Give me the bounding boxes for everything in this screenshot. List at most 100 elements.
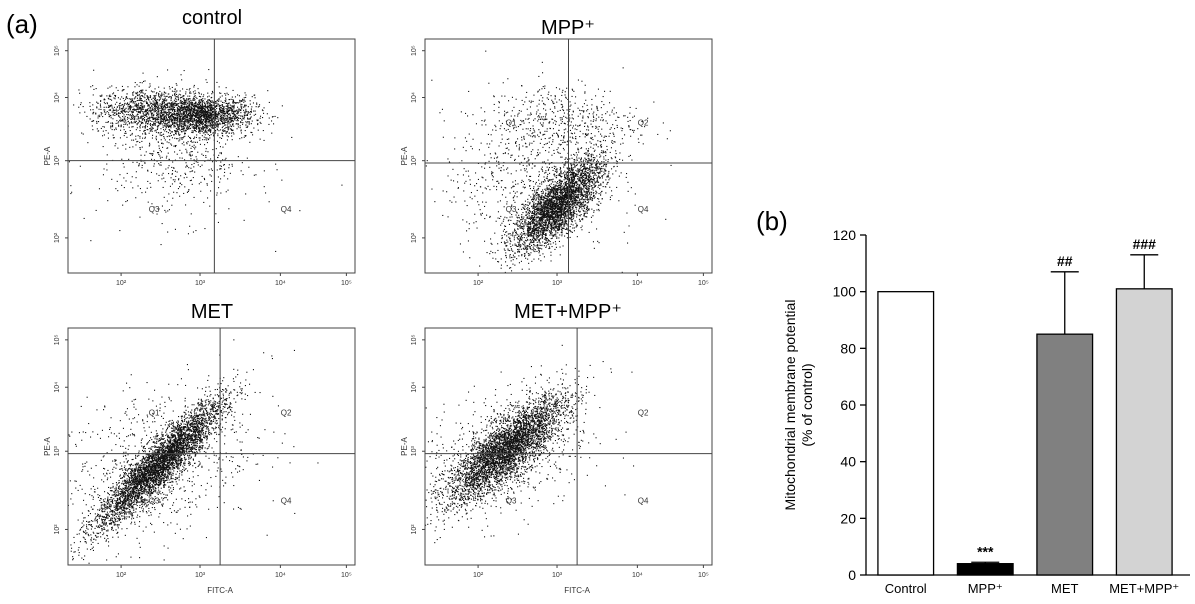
flow-dot <box>205 137 207 139</box>
flow-dot <box>204 139 206 141</box>
flow-dot <box>271 116 273 118</box>
flow-dot <box>199 130 201 132</box>
flow-dot <box>133 116 135 118</box>
flow-dot <box>548 187 550 189</box>
flow-dot <box>131 126 133 128</box>
flow-dot <box>178 126 180 128</box>
flow-dot <box>197 124 199 126</box>
flow-dot <box>212 122 214 124</box>
flow-dot <box>242 117 244 119</box>
flow-dot <box>168 116 170 118</box>
flow-dot <box>585 176 587 178</box>
flow-dot <box>128 106 130 108</box>
flow-dot <box>159 132 161 134</box>
flow-dot <box>138 163 140 165</box>
flow-dot <box>171 105 173 107</box>
flow-dot <box>225 126 227 128</box>
flow-dot <box>188 113 190 115</box>
flow-dot <box>195 92 197 94</box>
flow-dot <box>155 129 157 131</box>
flow-dot <box>114 114 116 116</box>
flow-dot <box>124 102 126 104</box>
flow-dot <box>505 257 507 259</box>
flow-dot <box>122 110 124 112</box>
flow-dot <box>228 132 230 134</box>
flow-dot <box>545 237 547 239</box>
flow-dot <box>572 169 574 171</box>
flow-dot <box>528 262 530 264</box>
flow-dot <box>199 116 201 118</box>
flow-dot <box>178 128 180 130</box>
flow-dot <box>179 195 181 197</box>
flow-dot <box>153 206 155 208</box>
flow-dot <box>199 166 201 168</box>
flow-dot <box>150 186 152 188</box>
flow-dot <box>116 101 118 103</box>
flow-dot <box>246 114 248 116</box>
flow-dot <box>509 239 511 241</box>
flow-dot <box>216 99 218 101</box>
flow-dot <box>112 123 114 125</box>
flow-dot <box>137 135 139 137</box>
flow-dot <box>557 205 559 207</box>
flow-dot <box>232 89 234 91</box>
flow-dot <box>136 93 138 95</box>
flow-dot <box>217 103 219 105</box>
flow-dot <box>549 190 551 192</box>
flow-dot <box>151 158 153 160</box>
flow-dot <box>211 105 213 107</box>
flow-dot <box>204 119 206 121</box>
flow-dot <box>207 106 209 108</box>
flow-dot <box>503 241 505 243</box>
flow-dot <box>173 134 175 136</box>
flow-dot <box>112 124 114 126</box>
flow-dot <box>191 111 193 113</box>
flow-dot <box>125 120 127 122</box>
flow-dot <box>172 170 174 172</box>
flow-dot <box>217 176 219 178</box>
flow-dot <box>157 125 159 127</box>
flow-dot <box>588 201 590 203</box>
flow-dot <box>163 118 165 120</box>
flow-dot <box>179 124 181 126</box>
flow-dot <box>263 186 265 188</box>
flow-dot <box>231 107 233 109</box>
flow-dot <box>512 233 514 235</box>
flow-dot <box>151 105 153 107</box>
flow-dot <box>155 120 157 122</box>
flow-dot <box>519 233 521 235</box>
flow-dot <box>168 116 170 118</box>
flow-dot <box>175 122 177 124</box>
flow-dot <box>173 120 175 122</box>
flow-dot <box>543 238 545 240</box>
flow-dot <box>185 105 187 107</box>
flow-dot <box>205 117 207 119</box>
flow-dot <box>553 202 555 204</box>
flow-dot <box>170 127 172 129</box>
flow-dot <box>190 102 192 104</box>
flow-dot <box>225 120 227 122</box>
flow-dot <box>214 127 216 129</box>
flow-dot <box>225 191 227 193</box>
flow-dot <box>206 106 208 108</box>
flow-dot <box>583 172 585 174</box>
flow-dot <box>166 113 168 115</box>
flow-dot <box>133 91 135 93</box>
flow-dot <box>550 188 552 190</box>
flow-dot <box>182 102 184 104</box>
flow-dot <box>114 145 116 147</box>
flow-dot <box>218 123 220 125</box>
flow-dot <box>135 135 137 137</box>
flow-dot <box>579 177 581 179</box>
flow-dot <box>168 120 170 122</box>
flow-dot <box>149 120 151 122</box>
flow-dot <box>547 208 549 210</box>
flow-dot <box>160 95 162 97</box>
flow-dot <box>526 222 528 224</box>
flow-dot <box>166 136 168 138</box>
flow-dot <box>184 159 186 161</box>
flow-dot <box>138 108 140 110</box>
flow-dot <box>194 95 196 97</box>
flow-dot <box>192 114 194 116</box>
flow-dot <box>205 125 207 127</box>
